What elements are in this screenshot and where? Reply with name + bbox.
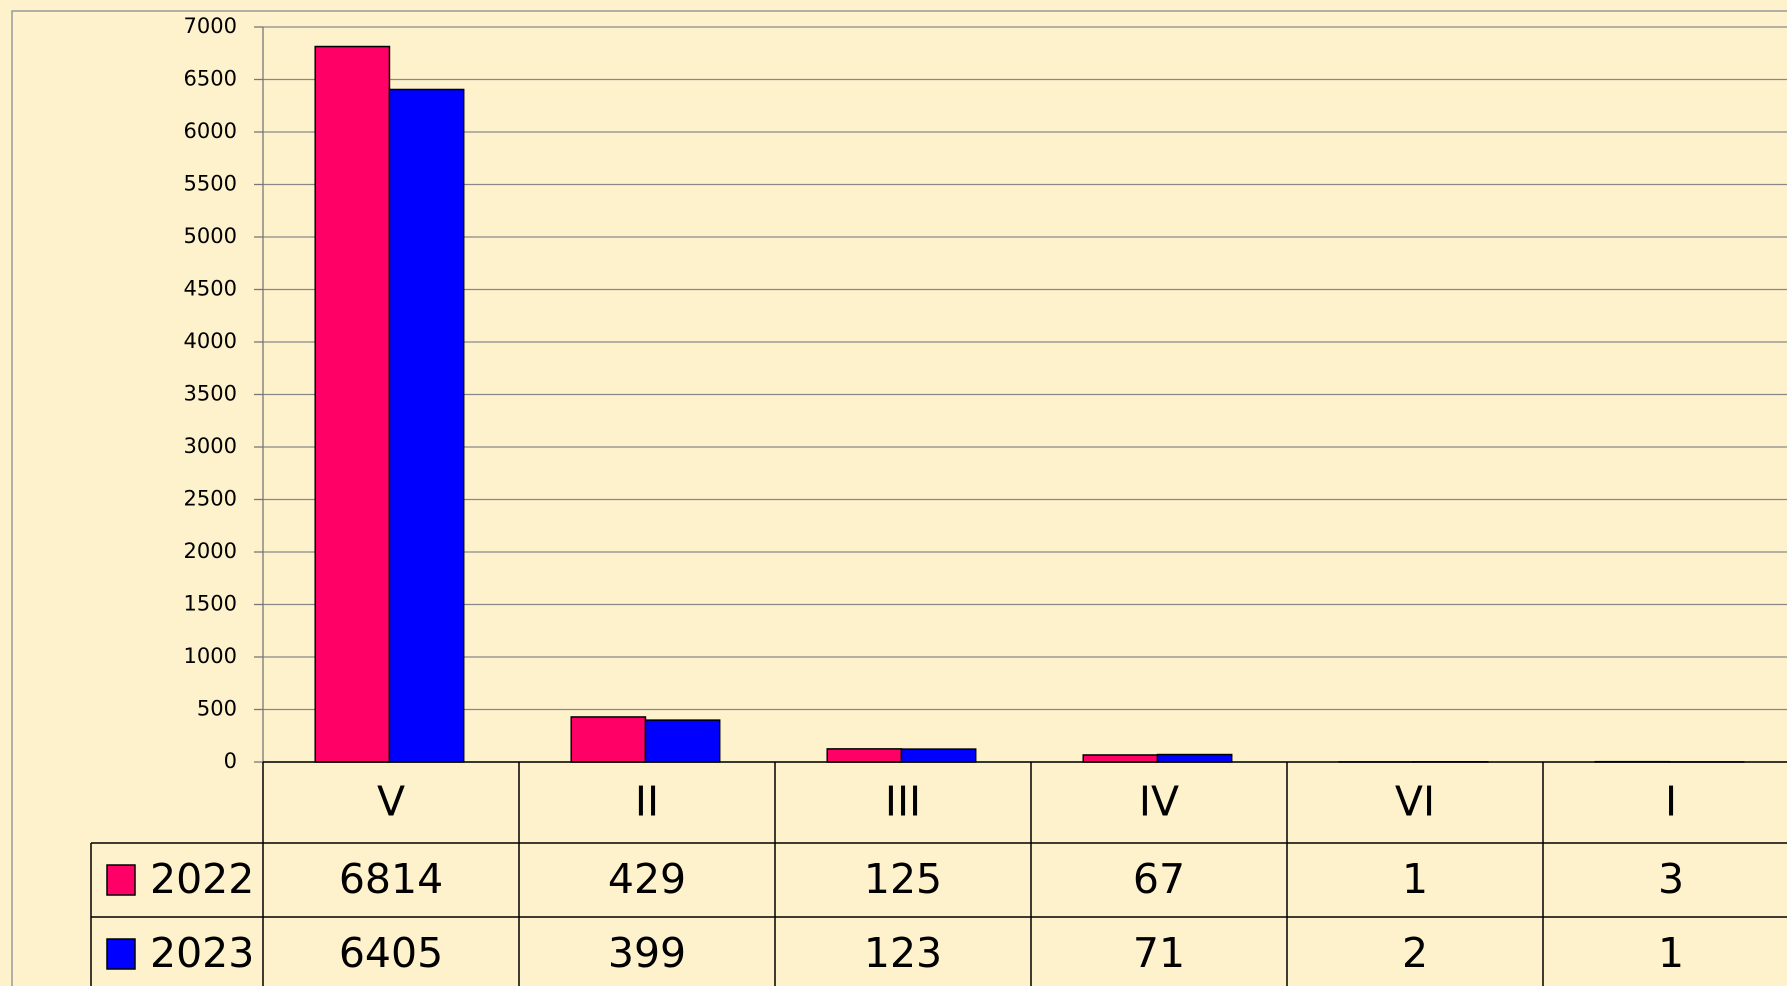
y-tick-label: 2500 [184, 487, 237, 511]
table-value: 125 [864, 855, 942, 903]
y-tick-label: 2000 [184, 539, 237, 563]
x-tick-label: I [1665, 778, 1677, 826]
y-tick-label: 0 [224, 749, 237, 773]
y-tick-label: 6500 [184, 67, 237, 91]
bar [570, 716, 647, 763]
x-tick-label: V [377, 778, 405, 826]
bar [1156, 753, 1233, 763]
y-tick-label: 3000 [184, 434, 237, 458]
legend-swatch [106, 864, 136, 896]
y-tick-label: 5500 [184, 172, 237, 196]
y-tick-label: 4500 [184, 277, 237, 301]
x-tick-label: VI [1395, 778, 1435, 826]
table-value: 6405 [339, 929, 443, 977]
table-value: 3 [1658, 855, 1684, 903]
bar [644, 719, 721, 763]
table-value: 2 [1402, 929, 1428, 977]
table-value: 399 [608, 929, 686, 977]
bar [900, 748, 977, 763]
bar [1082, 754, 1159, 763]
table-value: 6814 [339, 855, 443, 903]
bar [314, 45, 391, 763]
x-tick-label: III [885, 778, 921, 826]
legend-label: 2022 [150, 855, 254, 903]
bar [826, 748, 903, 763]
y-tick-label: 1500 [184, 592, 237, 616]
table-value: 1 [1658, 929, 1684, 977]
y-tick-label: 1000 [184, 644, 237, 668]
x-tick-label: II [635, 778, 659, 826]
y-tick-label: 500 [197, 697, 237, 721]
legend-swatch [106, 938, 136, 970]
y-tick-label: 3500 [184, 382, 237, 406]
table-value: 1 [1402, 855, 1428, 903]
y-tick-label: 4000 [184, 329, 237, 353]
y-tick-label: 5000 [184, 224, 237, 248]
table-value: 67 [1133, 855, 1185, 903]
table-value: 71 [1133, 929, 1185, 977]
bar [388, 88, 465, 763]
y-tick-label: 7000 [184, 14, 237, 38]
legend-label: 2023 [150, 929, 254, 977]
x-tick-label: IV [1139, 778, 1179, 826]
y-tick-label: 6000 [184, 119, 237, 143]
table-value: 429 [608, 855, 686, 903]
table-value: 123 [864, 929, 942, 977]
